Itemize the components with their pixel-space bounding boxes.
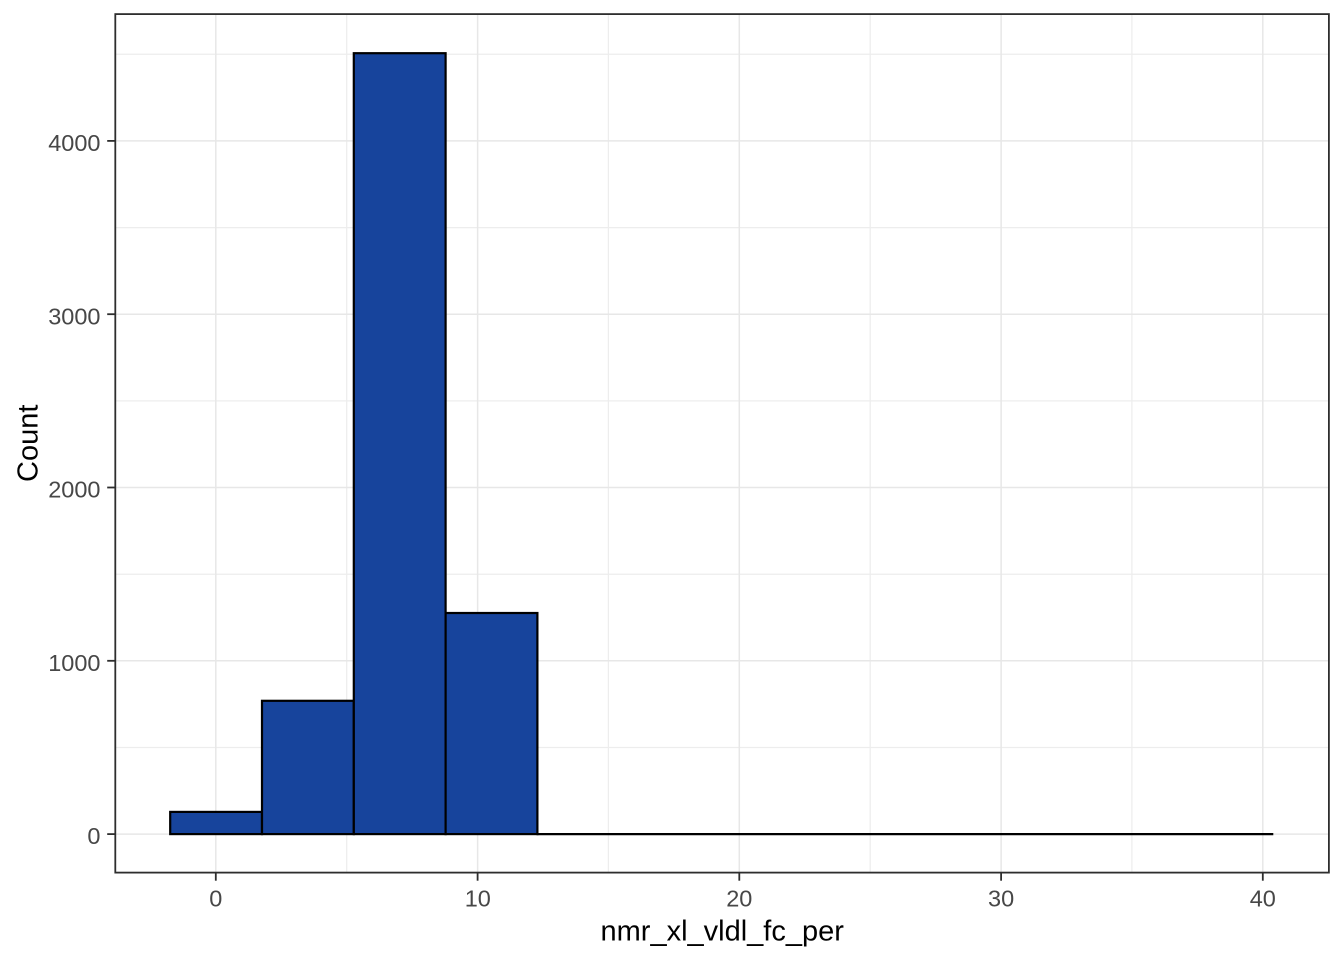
svg-text:3000: 3000 (48, 303, 100, 329)
svg-text:20: 20 (726, 886, 752, 912)
svg-text:4000: 4000 (48, 130, 100, 156)
svg-text:nmr_xl_vldl_fc_per: nmr_xl_vldl_fc_per (601, 915, 845, 947)
svg-text:2000: 2000 (48, 477, 100, 503)
svg-text:0: 0 (209, 886, 222, 912)
svg-text:10: 10 (465, 886, 491, 912)
svg-text:40: 40 (1250, 886, 1276, 912)
svg-text:Count: Count (12, 405, 44, 482)
svg-text:30: 30 (988, 886, 1014, 912)
svg-text:1000: 1000 (48, 650, 100, 676)
svg-text:0: 0 (87, 823, 100, 849)
